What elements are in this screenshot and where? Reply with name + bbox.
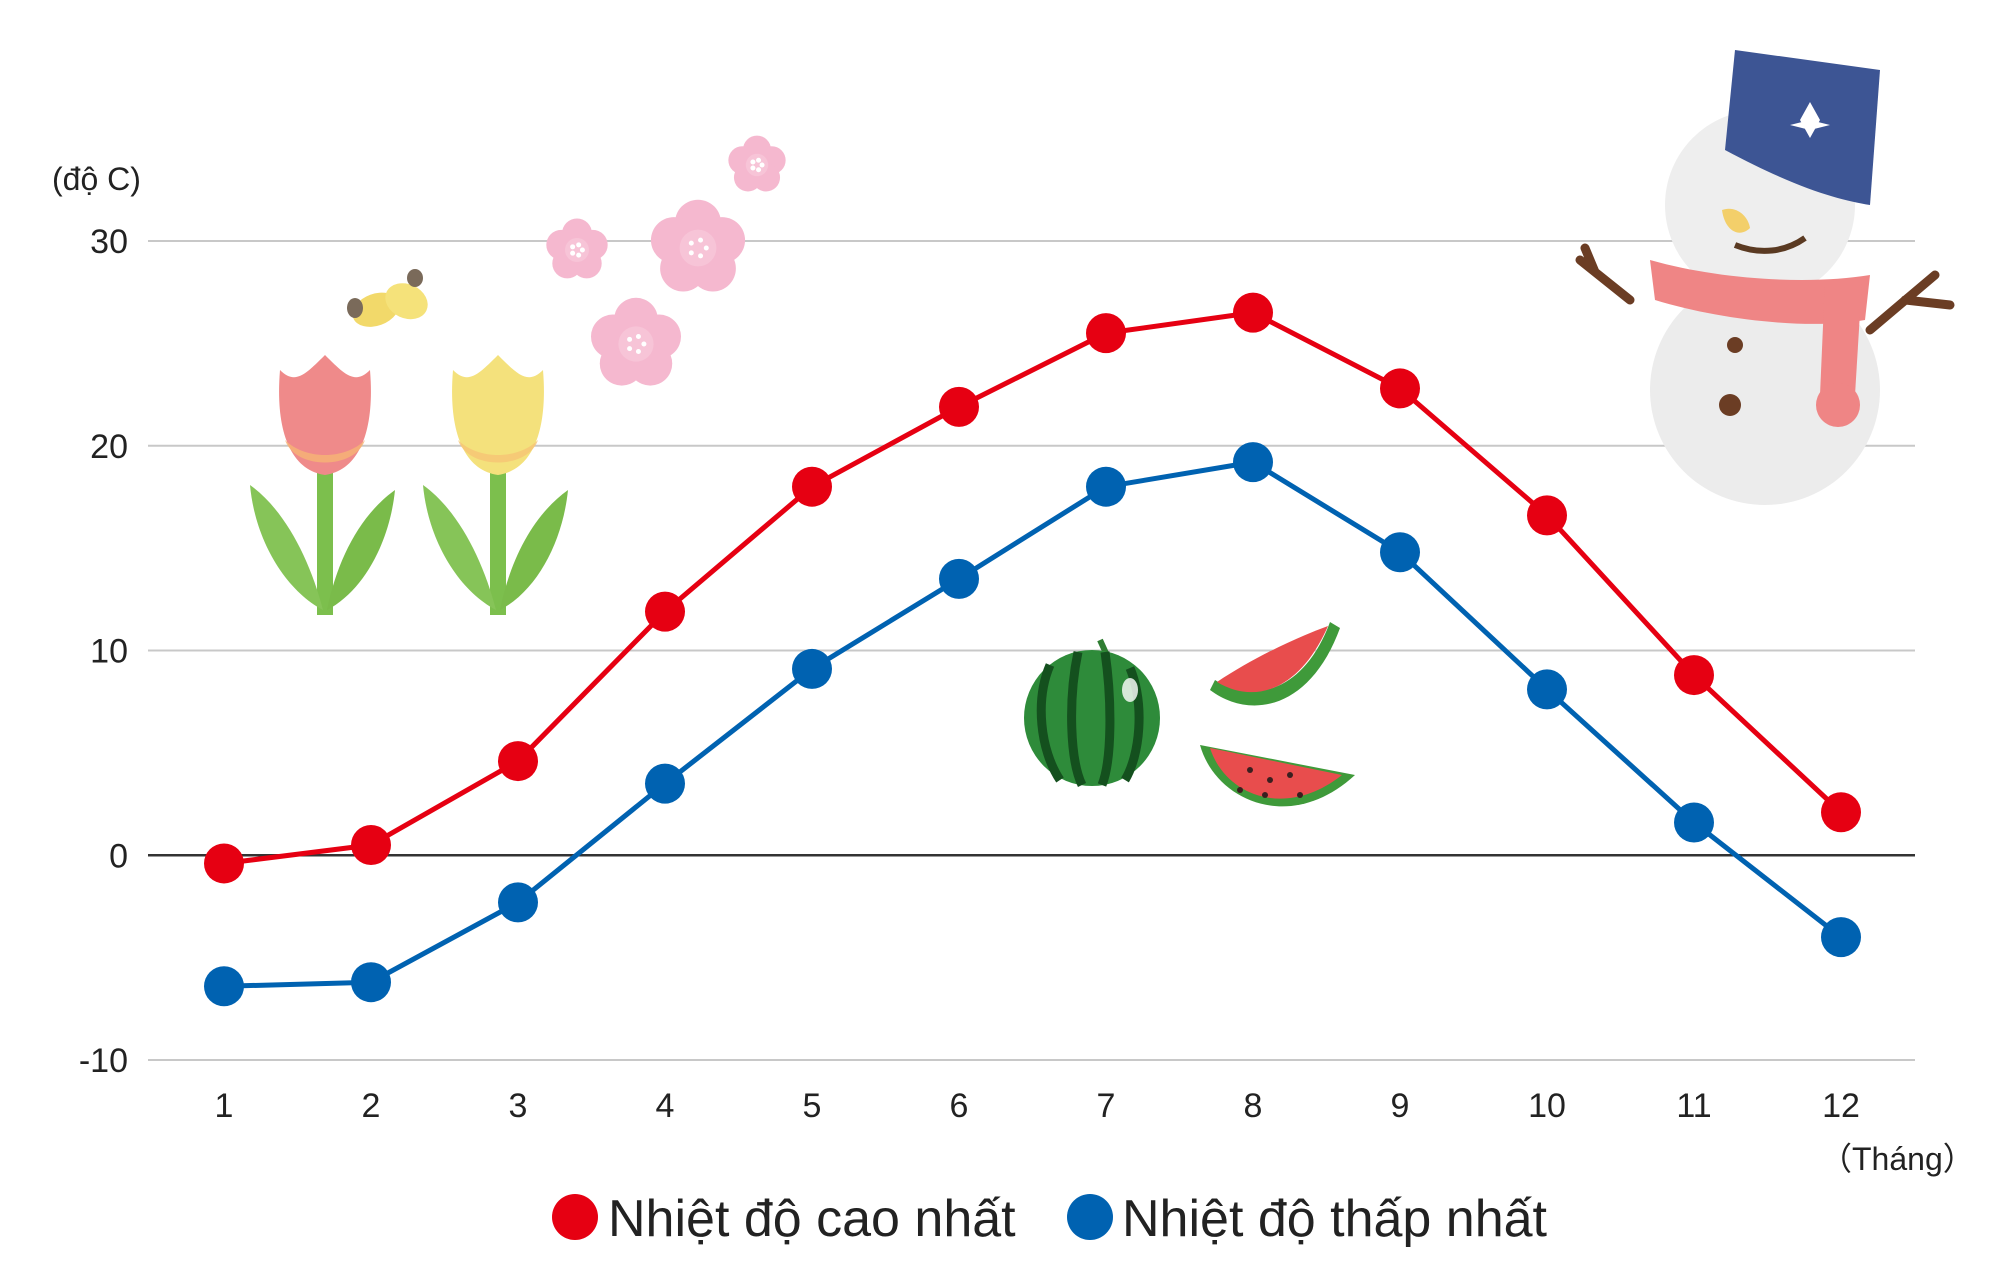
- data-point: [1527, 495, 1567, 536]
- x-axis: 1 2 3 4 5 6 7 8 9 10 11 12: [215, 1087, 1860, 1125]
- blossom: [728, 135, 786, 192]
- x-tick-label: 5: [803, 1087, 822, 1125]
- x-tick-label: 8: [1244, 1087, 1263, 1125]
- data-point: [1380, 368, 1420, 409]
- legend-label-low: Nhiệt độ thấp nhất: [1122, 1190, 1548, 1248]
- data-point: [1233, 442, 1273, 483]
- data-point: [351, 962, 391, 1003]
- data-point: [1674, 655, 1714, 696]
- data-point: [645, 763, 685, 804]
- data-point: [498, 741, 538, 782]
- grid: [148, 240, 1915, 1061]
- data-point: [1674, 802, 1714, 843]
- data-point: [645, 591, 685, 632]
- x-tick-label: 6: [950, 1087, 969, 1125]
- series-high: [204, 292, 1861, 884]
- series-layer: [204, 292, 1861, 1007]
- tulip-icon: [423, 355, 568, 615]
- y-tick-label: -10: [79, 1042, 128, 1080]
- legend: Nhiệt độ cao nhất Nhiệt độ thấp nhất: [552, 1190, 1548, 1248]
- x-tick-label: 11: [1676, 1087, 1711, 1125]
- y-tick-label: 0: [109, 837, 128, 875]
- data-point: [204, 966, 244, 1007]
- data-point: [1233, 292, 1273, 333]
- data-point: [1527, 669, 1567, 710]
- series-line: [223, 459, 1843, 989]
- watermelon-icon: [1024, 622, 1355, 807]
- y-axis-label: (độ C): [52, 161, 141, 197]
- data-point: [498, 882, 538, 923]
- data-point: [792, 466, 832, 507]
- blossom: [650, 199, 746, 292]
- y-tick-label: 10: [90, 633, 128, 671]
- series-line: [223, 310, 1843, 866]
- data-point: [792, 648, 832, 689]
- data-point: [939, 558, 979, 599]
- data-point: [351, 825, 391, 866]
- legend-marker-high: [552, 1194, 598, 1240]
- x-axis-label: （Tháng）: [1820, 1141, 1975, 1177]
- tulip-icon: [250, 355, 395, 615]
- legend-label-high: Nhiệt độ cao nhất: [608, 1190, 1016, 1248]
- data-point: [204, 843, 244, 884]
- data-point: [1821, 917, 1861, 958]
- x-tick-label: 1: [215, 1087, 234, 1125]
- data-point: [1821, 792, 1861, 833]
- x-tick-label: 2: [362, 1087, 381, 1125]
- x-tick-label: 9: [1391, 1087, 1410, 1125]
- series-low: [204, 442, 1861, 1007]
- data-point: [1086, 466, 1126, 507]
- x-tick-label: 10: [1528, 1087, 1566, 1125]
- snowman-icon: [1575, 50, 1955, 505]
- x-tick-label: 7: [1097, 1087, 1116, 1125]
- x-tick-label: 12: [1822, 1087, 1860, 1125]
- spring-decorations: [250, 135, 786, 615]
- x-tick-label: 4: [656, 1087, 675, 1125]
- y-tick-label: 20: [90, 428, 128, 466]
- data-point: [1086, 313, 1126, 354]
- blossom: [590, 297, 682, 386]
- data-point: [1380, 532, 1420, 573]
- blossom: [546, 218, 608, 279]
- cherry-blossom-icon: [546, 135, 786, 386]
- butterfly-icon: [347, 269, 428, 327]
- legend-marker-low: [1067, 1194, 1113, 1240]
- y-tick-label: 30: [90, 223, 128, 261]
- x-tick-label: 3: [509, 1087, 528, 1125]
- data-point: [939, 386, 979, 427]
- y-axis: -10 0 10 20 30: [79, 223, 128, 1080]
